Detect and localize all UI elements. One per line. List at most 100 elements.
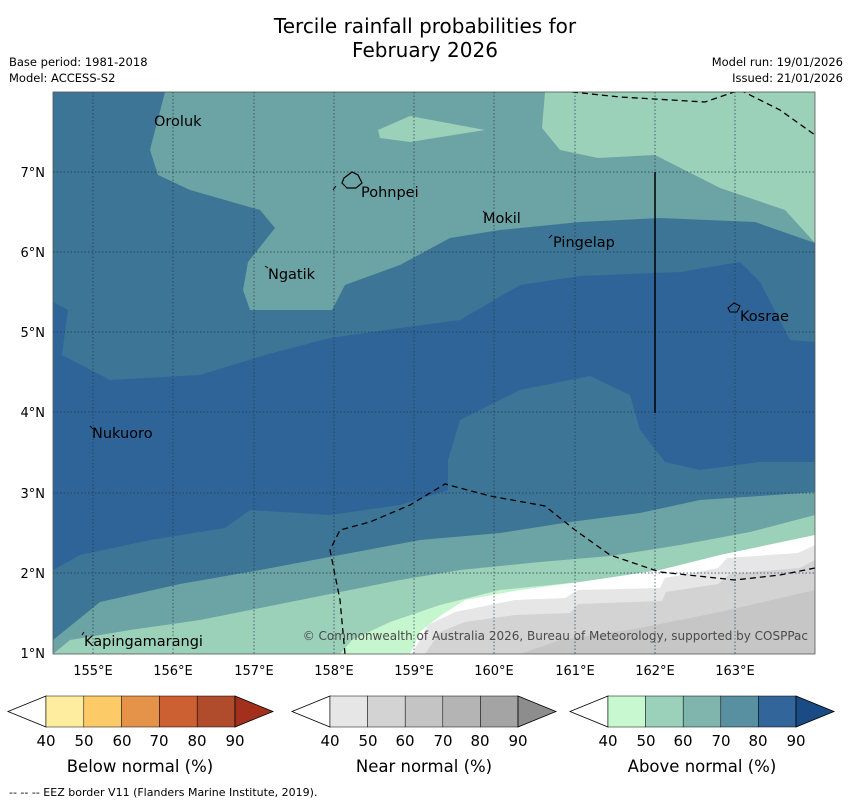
colorbar-above-title: Above normal (%) [628, 757, 777, 776]
colorbar-above-swatches [568, 695, 836, 728]
lat-tick: 6°N [21, 246, 46, 261]
lat-tick: 3°N [21, 487, 46, 502]
colorbar-swatch [480, 695, 519, 728]
eez-footnote: -- -- -- EEZ border V11 (Flanders Marine… [9, 786, 318, 799]
chart-title: Tercile rainfall probabilities for Febru… [0, 14, 850, 62]
lat-tick: 4°N [21, 406, 46, 421]
cb-tick: 70 [149, 732, 168, 750]
cb-tick: 40 [36, 732, 55, 750]
lon-tick: 160°E [474, 664, 514, 679]
colorbar-swatch [45, 695, 85, 728]
place-mokil: Mokil [483, 211, 521, 227]
cb-tick: 90 [508, 732, 527, 750]
cb-tick: 60 [112, 732, 131, 750]
place-kapingamarangi: Kapingamarangi [84, 634, 203, 650]
colorbar-above: 40 50 60 70 80 90 Above normal (%) [568, 695, 836, 776]
gridlines [53, 92, 815, 654]
colorbar-swatch [607, 695, 646, 728]
kosrae-island [727, 302, 741, 313]
cb-tick: 90 [225, 732, 244, 750]
lon-tick: 157°E [234, 664, 274, 679]
colorbar-near-title: Near normal (%) [356, 757, 492, 776]
colorbar-below-title: Below normal (%) [67, 757, 214, 776]
colorbar-extend-high [517, 695, 558, 728]
copyright-credit: © Commonwealth of Australia 2026, Bureau… [303, 629, 808, 643]
lon-tick: 161°E [555, 664, 595, 679]
lat-tick: 2°N [21, 567, 46, 582]
ant-atoll [332, 185, 337, 191]
colorbar-swatch [682, 695, 722, 728]
colorbar-extend-low [568, 695, 609, 728]
meta-left: Base period: 1981-2018 Model: ACCESS-S2 [9, 54, 148, 86]
place-oroluk: Oroluk [154, 114, 202, 130]
place-nukuoro: Nukuoro [92, 426, 153, 442]
colorbar-below: 40 50 60 70 80 90 Below normal (%) [6, 695, 275, 776]
region-above-50-60-ne [542, 92, 815, 243]
nukuoro-atoll [89, 425, 94, 430]
cb-tick: 70 [711, 732, 730, 750]
colorbar-swatch [720, 695, 759, 728]
colorbar-swatch [329, 695, 368, 728]
cb-tick: 60 [673, 732, 692, 750]
pingelap-atoll [548, 234, 553, 239]
lon-tick: 158°E [314, 664, 354, 679]
colorbar-near: 40 50 60 70 80 90 Near normal (%) [290, 695, 558, 776]
model-run: Model run: 19/01/2026 [711, 55, 843, 69]
issued-date: Issued: 21/01/2026 [732, 71, 843, 85]
colorbar-swatch [196, 695, 236, 728]
cb-tick: 80 [470, 732, 489, 750]
colorbar-near-ticks: 40 50 60 70 80 90 [320, 732, 527, 750]
region-above-70-80-patch [482, 479, 550, 490]
mokil-atoll [482, 210, 487, 215]
pohnpei-island [341, 171, 363, 189]
colorbar-near-swatches [290, 695, 558, 728]
colorbar-swatch [645, 695, 684, 728]
region-near-60-70 [520, 590, 815, 654]
colorbar-above-ticks: 40 50 60 70 80 90 [598, 732, 805, 750]
colorbar-below-swatches [6, 695, 275, 728]
colorbar-swatch [83, 695, 122, 728]
region-above-50-60-patch [378, 116, 485, 142]
place-kosrae: Kosrae [740, 309, 789, 325]
colorbar-swatch [121, 695, 160, 728]
colorbar-swatch [404, 695, 444, 728]
place-pingelap: Pingelap [553, 235, 615, 251]
lon-tick: 163°E [715, 664, 755, 679]
title-line-1: Tercile rainfall probabilities for [273, 14, 577, 38]
colorbar-extend-low [290, 695, 331, 728]
cb-tick: 70 [433, 732, 452, 750]
colorbar-swatch [758, 695, 797, 728]
lon-tick: 156°E [153, 664, 193, 679]
model-name: Model: ACCESS-S2 [9, 71, 116, 85]
lon-axis: 155°E 156°E 157°E 158°E 159°E 160°E 161°… [73, 664, 755, 679]
cb-tick: 40 [320, 732, 339, 750]
place-ngatik: Ngatik [268, 267, 316, 283]
lon-tick: 162°E [635, 664, 675, 679]
eez-borders [329, 92, 815, 654]
lat-tick: 1°N [21, 647, 46, 662]
meta-right: Model run: 19/01/2026 Issued: 21/01/2026 [712, 54, 843, 86]
colorbar-swatch [367, 695, 406, 728]
lon-tick: 155°E [73, 664, 113, 679]
cb-tick: 60 [395, 732, 414, 750]
cb-tick: 90 [786, 732, 805, 750]
colorbar-swatch [442, 695, 481, 728]
cb-tick: 50 [636, 732, 655, 750]
map-area[interactable]: Oroluk Pohnpei Mokil Pingelap Ngatik Kos… [53, 90, 815, 654]
cb-tick: 40 [598, 732, 617, 750]
cb-tick: 80 [748, 732, 767, 750]
cb-tick: 50 [358, 732, 377, 750]
colorbar-extend-high [234, 695, 275, 728]
kapingamarangi-atoll [81, 631, 85, 636]
colorbar-swatch [159, 695, 198, 728]
map-frame [52, 91, 816, 655]
colorbar-extend-low [6, 695, 47, 728]
lon-tick: 159°E [394, 664, 434, 679]
ngatik-atoll [264, 265, 269, 269]
place-pohnpei: Pohnpei [361, 185, 419, 201]
base-period: Base period: 1981-2018 [9, 55, 148, 69]
cb-tick: 80 [187, 732, 206, 750]
colorbar-extend-high [795, 695, 836, 728]
lat-tick: 7°N [21, 166, 46, 181]
